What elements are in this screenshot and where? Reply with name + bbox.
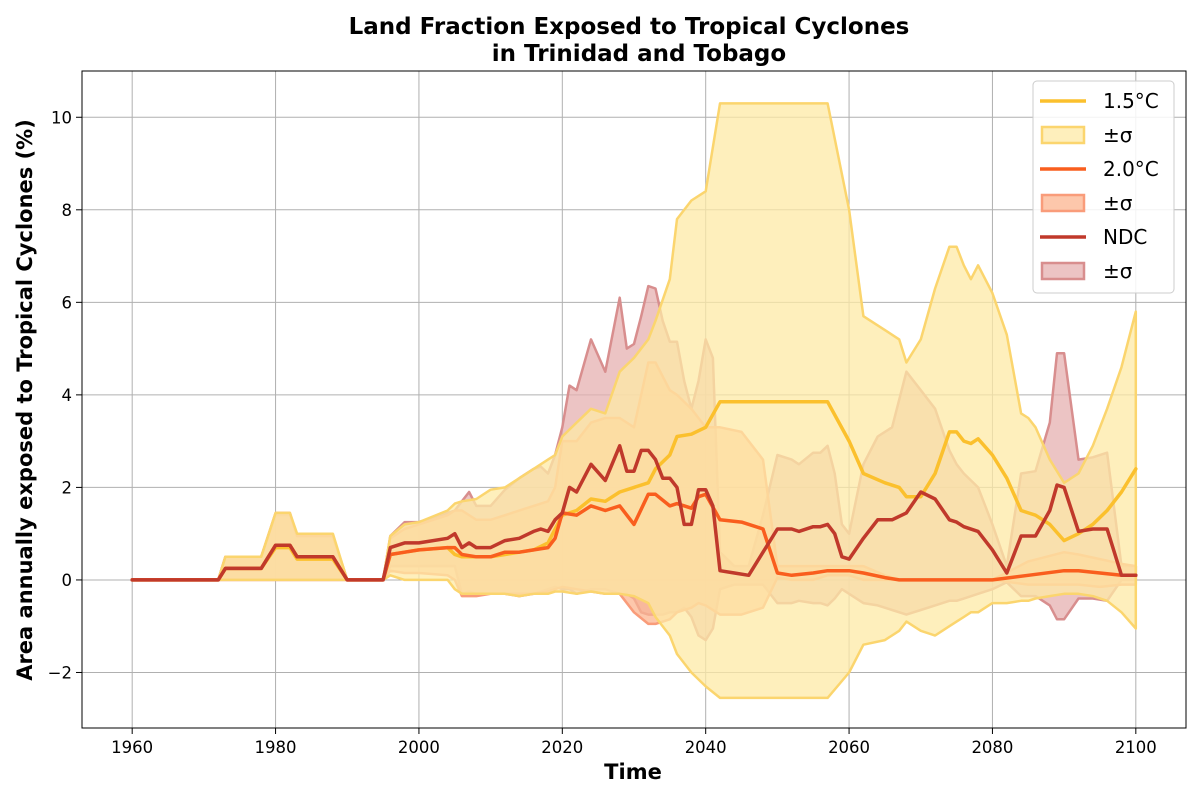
x-tick-label: 1980	[255, 738, 297, 757]
series-line-ndc	[130, 444, 1138, 582]
band-layer	[130, 102, 1138, 700]
legend-entry-label: NDC	[1103, 225, 1147, 249]
y-tick-label: 10	[51, 108, 72, 127]
legend-band-swatch	[1040, 193, 1086, 213]
x-tick-label: 2080	[971, 738, 1013, 757]
legend-band-label: ±σ	[1103, 259, 1133, 283]
x-tick-label: 2040	[685, 738, 727, 757]
legend-entry-label: 2.0°C	[1103, 157, 1159, 181]
x-tick-label: 2000	[398, 738, 440, 757]
x-tick-label: 1960	[111, 738, 153, 757]
x-tick-label: 2020	[541, 738, 583, 757]
y-tick-label: 0	[62, 571, 73, 590]
y-tick-label: 4	[62, 386, 73, 405]
chart-title: Land Fraction Exposed to Tropical Cyclon…	[349, 14, 910, 40]
y-axis-label: Area annually exposed to Tropical Cyclon…	[13, 119, 37, 681]
legend-band-swatch	[1040, 261, 1086, 281]
chart-subtitle: in Trinidad and Tobago	[492, 41, 786, 67]
y-tick-label: 8	[62, 201, 73, 220]
x-tick-label: 2100	[1115, 738, 1157, 757]
legend-band-swatch	[1040, 125, 1086, 145]
legend-band-label: ±σ	[1103, 191, 1133, 215]
x-axis-ticks: 1960 1980 2000 2020 2040 2060 2080 2100	[111, 728, 1157, 757]
y-axis-ticks: −2 0 2 4 6 8 10	[48, 108, 82, 682]
line-layer	[130, 400, 1138, 582]
y-tick-label: 6	[62, 293, 73, 312]
legend-band-label: ±σ	[1103, 123, 1133, 147]
y-tick-label: 2	[62, 478, 73, 497]
x-tick-label: 2060	[828, 738, 870, 757]
y-tick-label: −2	[48, 663, 72, 682]
legend-entry-label: 1.5°C	[1103, 89, 1159, 113]
plot-area-frame	[81, 70, 1187, 729]
legend: 1.5°C ±σ 2.0°C ±σ NDC ±σ	[1032, 80, 1175, 294]
x-axis-label: Time	[604, 760, 662, 784]
